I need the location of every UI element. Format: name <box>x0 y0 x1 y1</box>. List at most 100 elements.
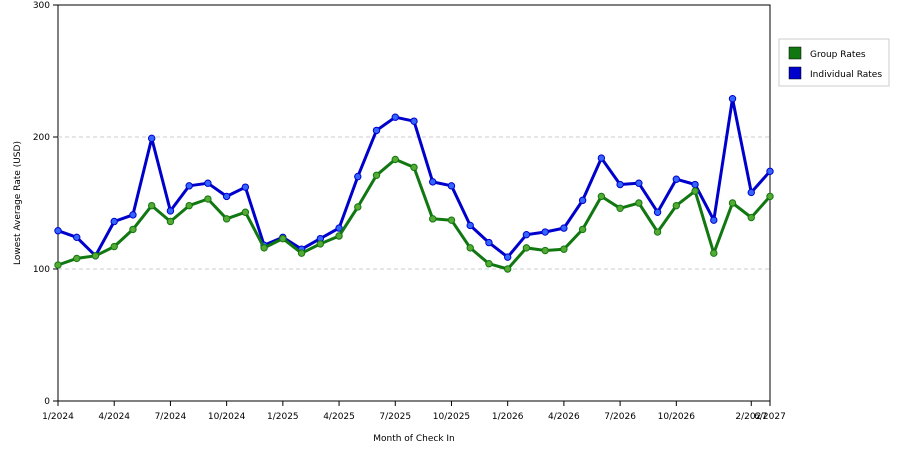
data-point <box>653 208 662 216</box>
data-point <box>429 178 437 186</box>
x-tick-label: 7/2024 <box>155 412 187 422</box>
data-point <box>316 240 325 248</box>
data-point <box>728 199 737 207</box>
data-point <box>185 182 193 190</box>
data-point <box>616 180 624 189</box>
legend-swatch-individual <box>788 66 802 80</box>
data-point <box>91 252 100 260</box>
data-point <box>372 171 381 179</box>
data-point <box>447 182 456 190</box>
data-point <box>485 260 493 268</box>
x-tick-label: 1/2025 <box>267 412 299 422</box>
data-point <box>710 249 718 257</box>
data-point <box>129 225 137 234</box>
data-point <box>578 225 587 234</box>
legend-swatch-group <box>788 46 802 60</box>
data-point <box>747 213 755 222</box>
data-point <box>691 180 699 189</box>
data-point <box>522 230 531 239</box>
data-point <box>466 244 474 252</box>
data-point <box>110 242 118 251</box>
axis-layer: 0 100 200 300 1/2024 4/2024 7/2024 10/2024 1/202… <box>33 1 786 422</box>
data-point <box>354 172 362 181</box>
data-point <box>185 201 193 210</box>
data-point <box>485 238 493 247</box>
data-point <box>204 179 212 187</box>
data-point <box>503 253 512 261</box>
data-point <box>335 232 343 240</box>
data-point <box>747 188 755 197</box>
data-point <box>429 215 437 223</box>
x-tick-label: 10/2026 <box>658 412 696 422</box>
x-tick-label: 10/2025 <box>433 412 470 422</box>
data-point <box>204 195 212 203</box>
data-point <box>54 227 62 235</box>
x-axis-title: Month of Check In <box>373 434 455 444</box>
x-tick-label: 1/2024 <box>42 412 74 422</box>
data-point <box>597 192 606 201</box>
data-point <box>541 228 549 236</box>
series-layer <box>54 95 774 273</box>
data-point <box>541 246 549 255</box>
x-tick-label: 4/2025 <box>323 412 355 422</box>
data-point <box>597 154 606 162</box>
data-point <box>222 215 231 223</box>
data-point <box>372 126 381 135</box>
data-point <box>503 265 512 273</box>
data-point <box>147 201 156 210</box>
y-tick-label: 200 <box>33 133 50 143</box>
data-point <box>410 117 418 125</box>
data-point <box>391 155 399 164</box>
data-point <box>391 113 399 121</box>
legend-label-group: Group Rates <box>810 50 866 60</box>
x-tick-label: 7/2026 <box>604 412 636 422</box>
x-tick-label: 10/2024 <box>208 412 246 422</box>
x-tick-label: 2/2027 <box>735 412 767 422</box>
data-point <box>166 207 175 215</box>
data-point <box>560 224 568 232</box>
x-tick-label: 4/2024 <box>98 412 130 422</box>
data-point <box>222 192 231 201</box>
data-point <box>297 249 306 257</box>
data-point <box>766 167 774 176</box>
data-point <box>147 134 156 143</box>
data-point <box>447 216 456 224</box>
data-point <box>241 183 250 191</box>
data-point <box>653 228 662 236</box>
x-tick-label: 6/2027 <box>754 412 786 422</box>
data-point <box>691 187 699 195</box>
data-point <box>410 163 418 172</box>
data-point <box>73 233 81 242</box>
data-point <box>522 244 531 252</box>
x-tick-label: 4/2026 <box>548 412 580 422</box>
data-point <box>766 192 774 201</box>
x-tick-label: 1/2026 <box>492 412 524 422</box>
data-point <box>635 199 643 207</box>
data-point <box>166 217 175 226</box>
legend-label-individual: Individual Rates <box>810 70 882 80</box>
data-point <box>672 201 681 210</box>
data-point <box>260 244 268 252</box>
y-tick-label: 300 <box>33 1 50 11</box>
y-tick-label: 0 <box>44 397 50 407</box>
data-point <box>560 245 568 253</box>
data-point <box>279 234 287 243</box>
x-tick-label: 7/2025 <box>379 412 411 422</box>
legend: Group Rates Individual Rates <box>778 38 890 87</box>
data-point <box>672 175 681 183</box>
y-axis-title: Lowest Average Rate (USD) <box>13 141 23 265</box>
data-point <box>710 216 718 224</box>
data-point <box>241 208 250 216</box>
data-point <box>54 261 62 269</box>
data-point <box>129 211 137 219</box>
data-point <box>635 179 643 187</box>
y-tick-label: 100 <box>33 265 50 275</box>
data-point <box>466 221 474 230</box>
data-point <box>728 95 737 103</box>
data-point <box>354 203 362 211</box>
data-point <box>110 217 118 226</box>
data-point <box>616 204 624 212</box>
data-point <box>73 254 81 263</box>
